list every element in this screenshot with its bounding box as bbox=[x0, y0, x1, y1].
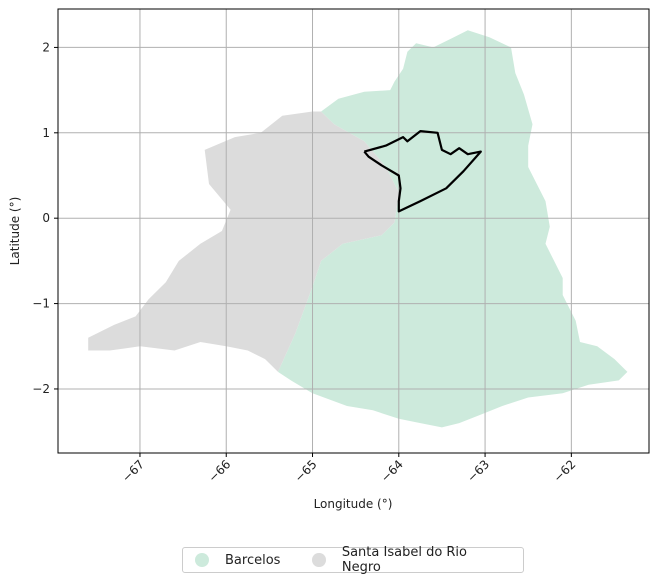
x-ticks: −67 −66 −65 −64 −63 −62 bbox=[119, 453, 578, 485]
x-tick-label: −67 bbox=[119, 457, 147, 485]
plot-frame bbox=[57, 8, 650, 454]
outline-layer bbox=[363, 130, 482, 213]
y-tick-label: −1 bbox=[32, 297, 50, 311]
legend-label-santa-isabel: Santa Isabel do Rio Negro bbox=[341, 545, 468, 575]
x-tick-label: −63 bbox=[464, 457, 492, 485]
y-tick-label: 2 bbox=[42, 40, 50, 54]
region-barcelos bbox=[278, 30, 628, 428]
x-tick-label: −66 bbox=[206, 457, 234, 485]
y-tick-label: −2 bbox=[32, 382, 50, 396]
y-ticks: −2 −1 0 1 2 bbox=[32, 40, 58, 396]
x-tick-label: −62 bbox=[551, 457, 579, 485]
x-tick-label: −64 bbox=[378, 457, 406, 485]
legend: Barcelos Santa Isabel do Rio Negro bbox=[182, 545, 524, 575]
y-axis-label: Latitude (°) bbox=[8, 197, 22, 266]
legend-item-barcelos: Barcelos bbox=[195, 553, 280, 568]
highlight-outline bbox=[363, 130, 482, 213]
legend-label-barcelos: Barcelos bbox=[225, 552, 281, 568]
regions-layer bbox=[88, 30, 628, 428]
map-chart: −67 −66 −65 −64 −63 −62 −2 −1 0 1 2 Longitude (°)… bbox=[8, 8, 650, 511]
x-tick-label: −65 bbox=[292, 457, 320, 485]
x-axis-label: Longitude (°) bbox=[314, 497, 393, 511]
grid-layer bbox=[58, 9, 649, 453]
y-tick-label: 1 bbox=[42, 126, 50, 140]
legend-marker-santa-isabel bbox=[312, 553, 326, 567]
y-tick-label: 0 bbox=[42, 211, 50, 225]
legend-item-santa-isabel: Santa Isabel do Rio Negro bbox=[312, 545, 503, 575]
region-santa-isabel-do-rio-negro bbox=[88, 111, 399, 372]
legend-marker-barcelos bbox=[195, 553, 209, 567]
